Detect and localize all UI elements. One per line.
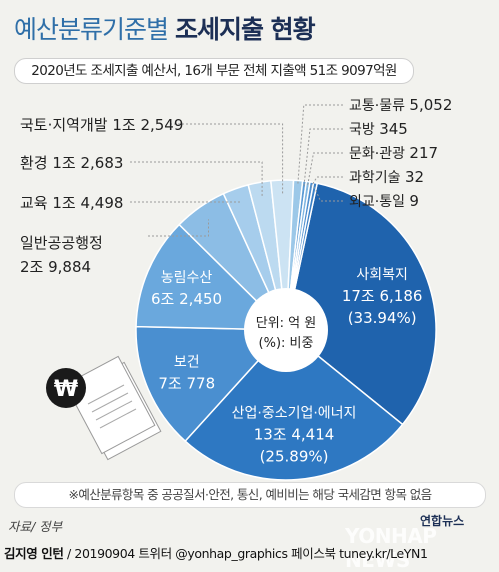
credit-author: 김지영 인턴 <box>4 546 64 561</box>
slice-labels: 사회복지 17조 6,186 (33.94%) 산업·중소기업·에너지 13조 4,41… <box>20 96 452 466</box>
center-unit-label: 단위: 억 원 <box>256 316 317 331</box>
slice-label-3-line-2: 7조 778 <box>158 375 215 393</box>
credit-rest: / 20190904 트위터 @yonhap_graphics 페이스북 tun… <box>63 546 428 561</box>
brand-logo-text: 연합뉴스 <box>420 514 465 528</box>
leader-line-11 <box>307 152 343 187</box>
slice-label-12: 과학기술 32 <box>349 168 424 186</box>
slice-label-8-line-1: 국토·지역개발 1조 2,549 <box>20 116 183 134</box>
leader-line-10 <box>303 128 343 186</box>
pie-slice-1 <box>285 182 437 426</box>
page-title: 예산분류기준별 조세지출 현황 <box>14 10 316 46</box>
svg-text:₩: ₩ <box>54 377 78 402</box>
pie-slice-2 <box>184 328 404 481</box>
slice-label-2-line-1: 산업·중소기업·에너지 <box>232 406 357 422</box>
slice-label-9: 교통·물류 5,052 <box>349 96 452 114</box>
slice-label-6-line-1: 교육 1조 4,498 <box>20 194 123 212</box>
leader-lines <box>130 104 343 237</box>
leader-line-12 <box>310 176 343 187</box>
slice-label-5-line-1: 일반공공행정 <box>20 234 103 252</box>
pie-slice-4 <box>135 223 288 331</box>
leader-line-5 <box>148 219 209 237</box>
footnote: ※예산분류항목 중 공공질서·안전, 통신, 예비비는 해당 국세감면 항목 없… <box>14 482 486 508</box>
center-circle: 단위: 억 원 (%): 비중 <box>244 288 328 372</box>
source-label: 자료/ 정부 <box>8 519 63 534</box>
pie-slices <box>135 179 437 481</box>
slice-label-2-line-3: (25.89%) <box>260 448 329 466</box>
slice-label-3-line-1: 보건 <box>174 355 200 371</box>
slice-label-7-line-1: 환경 1조 2,683 <box>20 154 123 172</box>
title-bold: 조세지출 현황 <box>174 15 316 44</box>
slice-label-4-line-2: 6조 2,450 <box>151 290 222 308</box>
slice-label-13: 외교·통일 9 <box>349 192 419 210</box>
leader-line-9 <box>297 104 343 186</box>
slice-label-2-line-2: 13조 4,414 <box>254 426 335 444</box>
slice-label-1-line-3: (33.94%) <box>348 309 417 327</box>
slice-label-11: 문화·관광 217 <box>349 144 438 162</box>
slice-label-1-line-1: 사회복지 <box>356 267 408 283</box>
slice-label-5-line-2: 2조 9,884 <box>20 258 91 276</box>
center-hole <box>244 288 328 372</box>
slice-label-10: 국방 345 <box>349 120 408 138</box>
slice-label-1-line-2: 17조 6,186 <box>342 287 423 305</box>
leader-line-8 <box>170 123 284 195</box>
pie-slice-3 <box>135 325 288 443</box>
center-share-label: (%): 비중 <box>259 336 314 351</box>
credit-line: 김지영 인턴 / 20190904 트위터 @yonhap_graphics 페… <box>4 543 428 562</box>
document-won-icon: ₩ <box>46 355 162 461</box>
leader-line-7 <box>130 161 263 198</box>
subtitle: 2020년도 조세지출 예산서, 16개 부문 전체 지출액 51조 9097억… <box>14 58 414 84</box>
title-light: 예산분류기준별 <box>14 15 169 44</box>
slice-label-4-line-1: 농림수산 <box>161 270 213 286</box>
leader-line-13 <box>314 187 343 202</box>
leader-line-6 <box>130 201 242 203</box>
